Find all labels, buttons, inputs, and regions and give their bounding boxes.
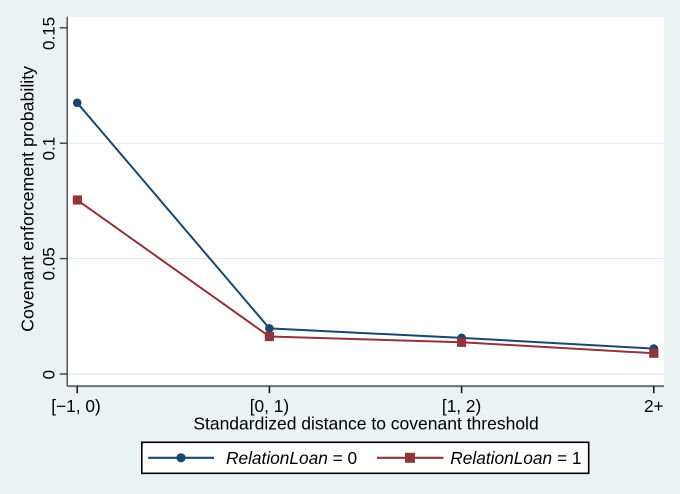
svg-text:[0, 1): [0, 1): [250, 396, 289, 416]
svg-text:0.05: 0.05: [39, 247, 58, 280]
svg-text:RelationLoan = 0: RelationLoan = 0: [226, 448, 357, 468]
svg-text:0.15: 0.15: [39, 17, 58, 50]
svg-text:2+: 2+: [644, 396, 664, 416]
svg-text:0: 0: [39, 370, 58, 379]
svg-text:Covenant enforcement probabili: Covenant enforcement probability: [18, 66, 38, 332]
svg-text:[1, 2): [1, 2): [442, 396, 481, 416]
svg-text:[−1, 0): [−1, 0): [51, 396, 100, 416]
svg-text:RelationLoan = 1: RelationLoan = 1: [450, 448, 581, 468]
svg-text:0.1: 0.1: [39, 137, 58, 161]
svg-text:Standardized distance to coven: Standardized distance to covenant thresh…: [193, 413, 538, 433]
